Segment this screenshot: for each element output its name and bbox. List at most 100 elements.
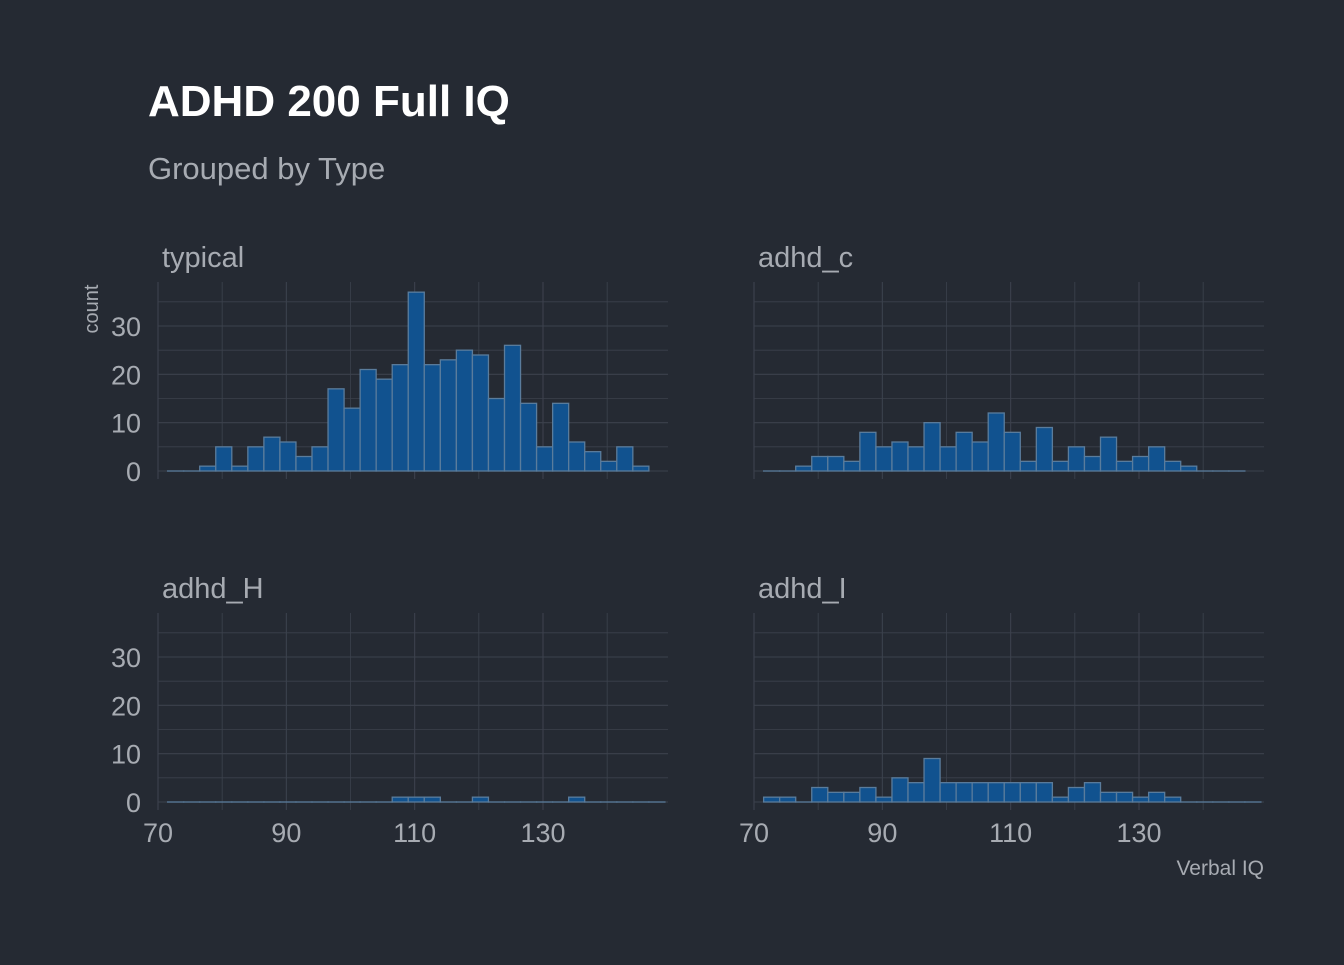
histogram-bar	[521, 403, 537, 471]
histogram-bar	[601, 461, 617, 471]
y-tick-label: 20	[111, 691, 141, 721]
y-axis-label: count	[81, 284, 103, 333]
histogram-bar	[1165, 461, 1181, 471]
histogram-bar	[617, 447, 633, 471]
histogram-bar	[472, 797, 488, 802]
histogram-bar	[1101, 792, 1117, 802]
histogram-bar	[1052, 461, 1068, 471]
histogram-bar	[1068, 447, 1084, 471]
histogram-bar	[488, 399, 504, 472]
histogram-bar	[924, 759, 940, 803]
histogram-bar	[956, 783, 972, 802]
histogram-bar	[280, 442, 296, 471]
histogram-bar	[424, 365, 440, 471]
y-tick-label: 10	[111, 409, 141, 439]
histogram-bar	[232, 466, 248, 471]
histogram-bar	[328, 389, 344, 471]
y-tick-label: 10	[111, 740, 141, 770]
histogram-bar	[585, 452, 601, 471]
y-tick-label: 0	[126, 457, 141, 487]
histogram-bar	[1020, 461, 1036, 471]
histogram-bar	[408, 797, 424, 802]
histogram-bar	[376, 379, 392, 471]
chart-title: ADHD 200 Full IQ	[148, 77, 510, 126]
histogram-bar	[360, 370, 376, 472]
histogram-bar	[216, 447, 232, 471]
histogram-bar	[1181, 466, 1197, 471]
histogram-bar	[633, 466, 649, 471]
histogram-bar	[1133, 457, 1149, 472]
facet-label: typical	[162, 242, 244, 274]
histogram-bar	[892, 778, 908, 802]
x-tick-label: 70	[143, 818, 173, 848]
histogram-bar	[505, 345, 521, 471]
histogram-bar	[844, 461, 860, 471]
histogram-bar	[1084, 783, 1100, 802]
histogram-bar	[940, 447, 956, 471]
histogram-bar	[1149, 447, 1165, 471]
histogram-bar	[908, 447, 924, 471]
x-tick-label: 130	[1116, 818, 1161, 848]
histogram-bar	[1117, 792, 1133, 802]
histogram-bar	[1165, 797, 1181, 802]
histogram-bar	[844, 792, 860, 802]
histogram-bar	[876, 797, 892, 802]
histogram-bar	[940, 783, 956, 802]
x-tick-label: 90	[867, 818, 897, 848]
histogram-bar	[812, 457, 828, 472]
histogram-bar	[908, 783, 924, 802]
histogram-bar	[1036, 428, 1052, 472]
histogram-bar	[956, 432, 972, 471]
facet-label: adhd_I	[758, 573, 847, 605]
histogram-bar	[248, 447, 264, 471]
histogram-bar	[876, 447, 892, 471]
x-tick-label: 110	[989, 818, 1032, 848]
facet-label: adhd_c	[758, 242, 853, 274]
y-tick-label: 30	[111, 312, 141, 342]
y-tick-label: 30	[111, 643, 141, 673]
x-tick-label: 110	[393, 818, 436, 848]
histogram-bar	[924, 423, 940, 471]
histogram-bar	[408, 292, 424, 471]
histogram-bar	[344, 408, 360, 471]
histogram-bar	[828, 457, 844, 472]
histogram-bar	[264, 437, 280, 471]
histogram-bar	[312, 447, 328, 471]
histogram-bar	[537, 447, 553, 471]
histogram-bar	[456, 350, 472, 471]
histogram-bar	[1020, 783, 1036, 802]
histogram-bar	[812, 788, 828, 803]
histogram-bar	[860, 432, 876, 471]
x-axis-label: Verbal IQ	[1176, 857, 1264, 880]
histogram-bar	[1133, 797, 1149, 802]
histogram-bar	[764, 797, 780, 802]
histogram-bar	[1117, 461, 1133, 471]
histogram-bar	[796, 466, 812, 471]
histogram-bar	[1052, 797, 1068, 802]
histogram-bar	[828, 792, 844, 802]
histogram-bar	[988, 413, 1004, 471]
facet-panel-adhd_I: adhd_I 70 90 110 130	[739, 573, 1264, 848]
histogram-bar	[1036, 783, 1052, 802]
histogram-bar	[1149, 792, 1165, 802]
histogram-bar	[1084, 457, 1100, 472]
histogram-bar	[1004, 432, 1020, 471]
histogram-bar	[569, 797, 585, 802]
histogram-bar	[472, 355, 488, 471]
histogram-bar	[392, 365, 408, 471]
chart-subtitle: Grouped by Type	[148, 151, 385, 186]
histogram-bar	[1068, 788, 1084, 803]
histogram-bar	[892, 442, 908, 471]
histogram-bar	[296, 457, 312, 472]
x-tick-label: 70	[739, 818, 769, 848]
facet-panel-adhd_c: adhd_c	[754, 242, 1264, 479]
histogram-bar	[780, 797, 796, 802]
histogram-bar	[392, 797, 408, 802]
histogram-bar	[860, 788, 876, 803]
facet-label: adhd_H	[162, 573, 264, 605]
